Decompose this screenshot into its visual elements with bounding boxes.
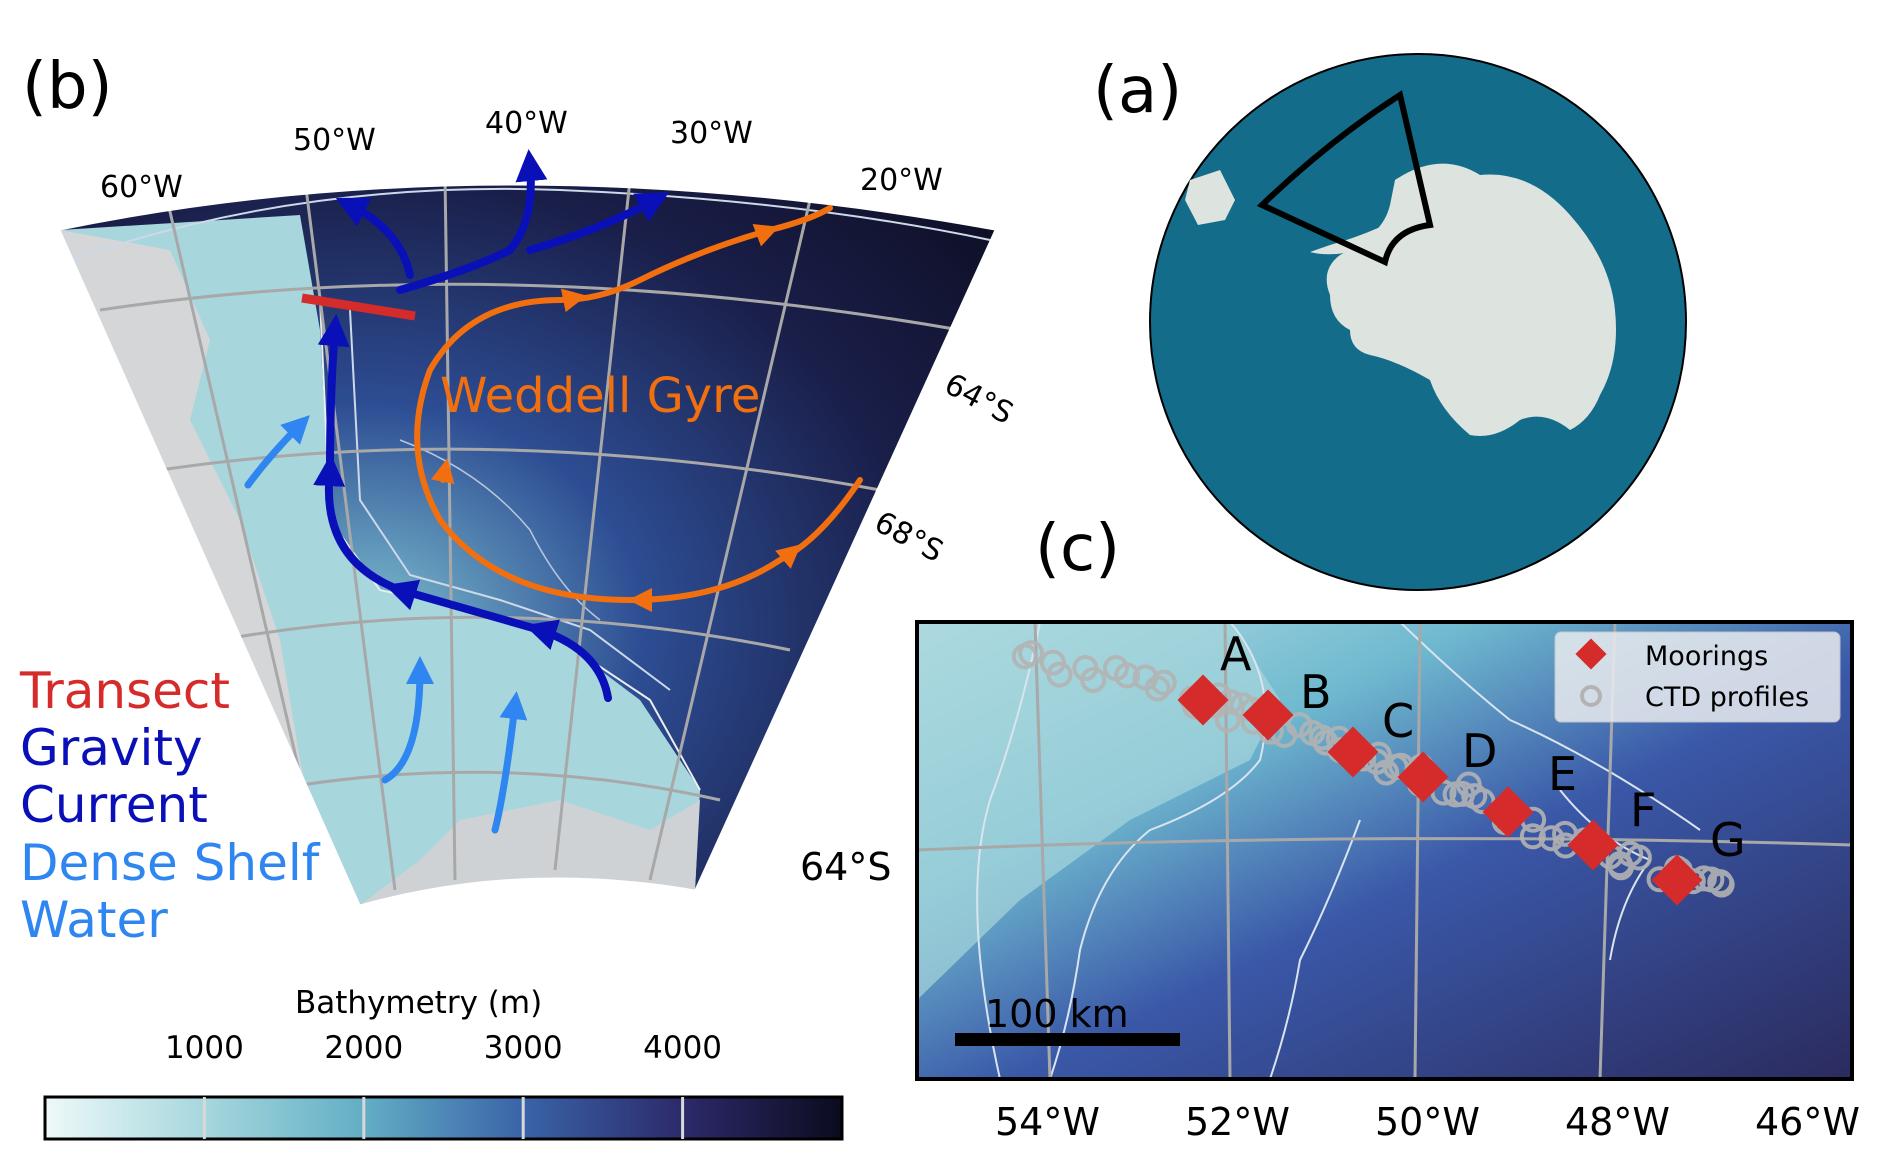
mooring-marker: [1567, 819, 1619, 871]
panel-c-frame: [915, 620, 1854, 1081]
mooring-letter: F: [1630, 783, 1656, 837]
gravity-current-arrows: [313, 149, 670, 702]
panel-c-lon-label: 50°W: [1375, 1100, 1480, 1144]
legend-moorings: Moorings: [1645, 641, 1768, 672]
mooring-letter: A: [1220, 627, 1252, 681]
panel-b-lon-label: 50°W: [293, 123, 376, 158]
panel-a: (a): [1093, 53, 1687, 591]
legend-ctd-marker: [1580, 685, 1602, 707]
ctd-profile-marker: [1080, 666, 1107, 693]
legend-dense-shelf-water: Dense Shelf: [20, 834, 321, 892]
legend-gravity-current: Gravity: [20, 719, 203, 777]
ctd-profile-marker: [1114, 662, 1141, 689]
dense-shelf-water-arrows: [244, 415, 528, 834]
panel-c-lon-label: 52°W: [1185, 1100, 1290, 1144]
ctd-profile-marker: [1286, 711, 1313, 738]
mooring-marker: [1482, 786, 1534, 838]
panel-b-legend: Transect Gravity Current Dense Shelf Wat…: [19, 662, 321, 949]
colorbar: Bathymetry (m) 1000 2000 3000 4000: [43, 985, 844, 1141]
ctd-profile-marker: [1538, 825, 1565, 852]
mooring-marker: [1242, 689, 1294, 741]
panel-a-label: (a): [1093, 54, 1182, 128]
mooring-marker: [1327, 726, 1379, 778]
panel-c-lon-labels: 54°W 52°W 50°W 48°W 46°W: [995, 1100, 1860, 1144]
ctd-profile-marker: [1519, 823, 1546, 850]
panel-b-contour: [69, 187, 991, 261]
transect-line: [301, 293, 416, 321]
panel-b-lon-label: 30°W: [670, 116, 753, 151]
ctd-profile-marker: [1150, 669, 1177, 696]
mooring-letter: C: [1382, 694, 1414, 748]
legend-dense-shelf-water: Water: [20, 891, 168, 949]
panel-c-lon-label: 48°W: [1565, 1100, 1670, 1144]
panel-b: (b): [19, 50, 1019, 949]
mooring-letter: E: [1548, 747, 1577, 801]
mooring-marker: [1177, 674, 1229, 726]
legend-gravity-current: Current: [20, 776, 208, 834]
antarctic-peninsula-land: [1310, 228, 1390, 255]
colorbar-tick-label: 1000: [165, 1030, 244, 1066]
panel-b-southern-land: [360, 800, 700, 905]
ctd-profile-marker: [1312, 729, 1339, 756]
ctd-profile-marker: [1046, 661, 1073, 688]
legend-ctd-profiles: CTD profiles: [1645, 682, 1809, 713]
colorbar-tick-label: 2000: [324, 1030, 403, 1066]
panel-b-label: (b): [22, 50, 113, 124]
panel-b-lon-label: 40°W: [485, 106, 568, 141]
legend-transect: Transect: [19, 662, 230, 720]
ctd-profile-marker: [1018, 640, 1045, 667]
ctd-profile-marker: [1308, 724, 1335, 751]
south-america-tip: [1185, 170, 1235, 225]
ctd-profile-marker: [1625, 844, 1652, 871]
mooring-letter: G: [1710, 813, 1746, 867]
scale-bar: [955, 1033, 1180, 1046]
mooring-marker: [1397, 751, 1449, 803]
ctd-profile-marker: [1708, 871, 1735, 898]
colorbar-tick-label: 3000: [484, 1030, 563, 1066]
panel-c-lat-label: 64°S: [800, 845, 891, 889]
colorbar-tick-label: 4000: [643, 1030, 722, 1066]
panel-c-graticule: [917, 622, 1852, 1079]
panel-b-lat-label: 68°S: [869, 505, 949, 570]
mooring-letter: B: [1300, 665, 1332, 719]
ctd-profile-marker: [1214, 706, 1241, 733]
scale-bar-label: 100 km: [985, 992, 1129, 1036]
mooring-marker: [1651, 854, 1703, 906]
ctd-profile-marker: [1144, 675, 1171, 702]
legend-box: [1554, 631, 1841, 723]
colorbar-title: Bathymetry (m): [295, 985, 542, 1021]
colorbar-ramp: [43, 1095, 844, 1141]
panel-b-frame: [59, 184, 996, 906]
colorbar-ticks: 1000 2000 3000 4000: [165, 1030, 722, 1139]
panel-b-lon-label: 20°W: [860, 163, 943, 198]
panel-b-lon-label: 60°W: [100, 170, 183, 205]
panel-b-lat-label: 64°S: [939, 367, 1019, 432]
panel-b-shelf: [60, 215, 700, 905]
panel-c: (c) A B: [800, 512, 1860, 1144]
panel-a-region-box: [1256, 90, 1434, 267]
moorings: [1177, 674, 1703, 906]
panel-c-lon-label: 54°W: [995, 1100, 1100, 1144]
mooring-letters: A B C D E F G: [1220, 627, 1746, 867]
panel-c-lon-label: 46°W: [1755, 1100, 1860, 1144]
antarctica-land: [1326, 163, 1616, 437]
mooring-letter: D: [1462, 724, 1497, 778]
panel-c-legend: Moorings CTD profiles: [1554, 631, 1841, 723]
weddell-gyre-arrows: [414, 205, 863, 612]
panel-c-label: (c): [1035, 512, 1120, 586]
gyre-label: Weddell Gyre: [440, 368, 760, 424]
